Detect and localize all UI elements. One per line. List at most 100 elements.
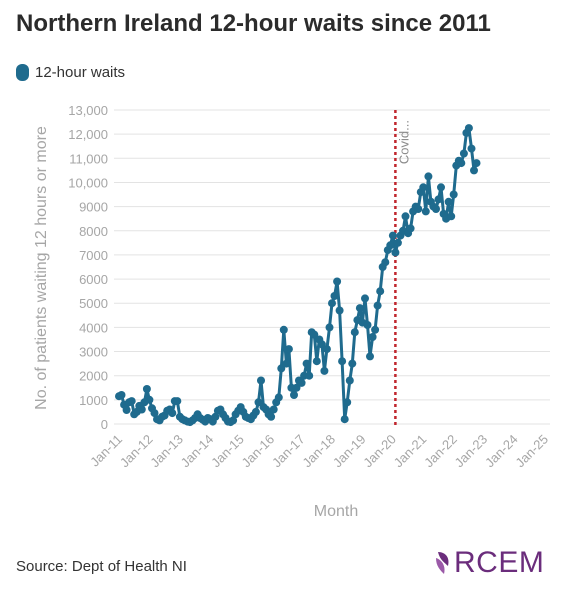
- data-point: [338, 357, 347, 366]
- data-point: [302, 359, 311, 368]
- data-point: [173, 397, 182, 406]
- covid-annotation: Covid...: [396, 120, 411, 164]
- data-point: [282, 359, 291, 368]
- data-point: [368, 333, 377, 341]
- data-point: [366, 352, 374, 361]
- y-tick-label: 10,000: [68, 175, 108, 190]
- y-tick-label: 12,000: [68, 127, 108, 142]
- data-point: [325, 323, 334, 332]
- y-tick-label: 4000: [79, 320, 108, 335]
- data-point: [406, 224, 415, 233]
- data-point: [279, 325, 288, 334]
- data-point: [267, 412, 276, 421]
- data-point: [388, 231, 397, 240]
- x-axis-label: Month: [314, 503, 358, 520]
- y-tick-label: 3000: [79, 345, 108, 360]
- x-tick-label: Jan-24: [482, 432, 521, 471]
- data-point: [472, 159, 481, 168]
- data-point: [322, 345, 331, 354]
- data-point: [312, 357, 321, 366]
- x-tick-label: Jan-16: [239, 432, 278, 471]
- data-point: [447, 212, 456, 221]
- x-tick-label: Jan-20: [360, 432, 399, 471]
- data-point: [127, 397, 136, 406]
- source-note: Source: Dept of Health NI: [16, 558, 187, 575]
- x-tick-label: Jan-12: [117, 432, 156, 471]
- rcem-logo: RCEM: [434, 546, 544, 580]
- legend-label: 12-hour waits: [35, 64, 126, 81]
- data-point: [449, 190, 458, 199]
- data-point: [310, 330, 319, 339]
- data-point: [320, 366, 329, 375]
- data-point: [361, 294, 369, 303]
- data-point: [464, 124, 473, 133]
- x-tick-label: Jan-21: [391, 432, 430, 471]
- data-point: [150, 409, 159, 418]
- data-point: [393, 238, 402, 247]
- data-point: [328, 299, 336, 308]
- data-point: [437, 183, 445, 192]
- data-point: [277, 364, 286, 373]
- data-point: [434, 195, 443, 204]
- data-point: [284, 345, 293, 354]
- data-point: [269, 405, 278, 414]
- legend-swatch: [16, 64, 29, 81]
- y-tick-label: 11,000: [69, 151, 108, 166]
- data-point: [254, 398, 263, 407]
- data-point: [290, 391, 298, 399]
- data-point: [345, 376, 354, 385]
- x-tick-label: Jan-11: [87, 432, 125, 470]
- data-point: [350, 328, 359, 337]
- data-point: [229, 416, 238, 425]
- data-point: [371, 325, 380, 334]
- data-point: [117, 391, 126, 399]
- legend: 12-hour waits: [16, 64, 125, 81]
- x-tick-label: Jan-15: [208, 432, 247, 471]
- data-point: [251, 407, 260, 416]
- data-point: [470, 166, 478, 175]
- data-point: [317, 340, 326, 349]
- x-tick-label: Jan-23: [452, 432, 491, 471]
- y-tick-label: 7000: [79, 248, 108, 263]
- data-point: [292, 383, 301, 392]
- rcem-logo-text: RCEM: [454, 546, 545, 579]
- y-tick-label: 9000: [79, 200, 108, 215]
- data-point: [305, 371, 314, 380]
- chart-title: Northern Ireland 12-hour waits since 201…: [16, 10, 491, 37]
- data-point: [333, 277, 342, 286]
- x-tick-label: Jan-17: [269, 432, 308, 471]
- data-point: [343, 398, 352, 407]
- y-axis-label: No. of patients waiting 12 hours or more: [33, 126, 50, 410]
- x-tick-label: Jan-25: [512, 432, 551, 471]
- data-point: [122, 406, 131, 414]
- data-point: [137, 405, 146, 414]
- data-point: [257, 376, 265, 385]
- data-point: [419, 183, 428, 192]
- data-point: [424, 172, 433, 181]
- data-point: [381, 258, 390, 267]
- data-point: [363, 321, 372, 329]
- y-tick-label: 8000: [79, 224, 108, 239]
- x-tick-label: Jan-18: [299, 432, 338, 471]
- data-point: [414, 205, 423, 213]
- y-tick-label: 13,000: [68, 103, 108, 118]
- data-point: [142, 385, 151, 393]
- y-tick-label: 6000: [79, 272, 108, 287]
- data-point: [457, 159, 466, 168]
- data-point: [355, 304, 364, 313]
- rcem-leaf-icon: [436, 552, 449, 574]
- y-tick-label: 5000: [79, 296, 108, 311]
- data-point: [373, 301, 382, 310]
- data-point: [168, 409, 177, 418]
- data-point: [386, 241, 395, 250]
- data-point: [274, 393, 283, 402]
- x-tick-label: Jan-13: [147, 432, 186, 471]
- data-point: [432, 205, 440, 213]
- data-point: [335, 306, 344, 315]
- data-point: [391, 248, 400, 257]
- data-point: [444, 197, 453, 206]
- y-tick-label: 2000: [79, 369, 108, 384]
- data-point: [401, 212, 410, 221]
- data-point: [376, 287, 385, 296]
- x-tick-label: Jan-22: [421, 432, 460, 471]
